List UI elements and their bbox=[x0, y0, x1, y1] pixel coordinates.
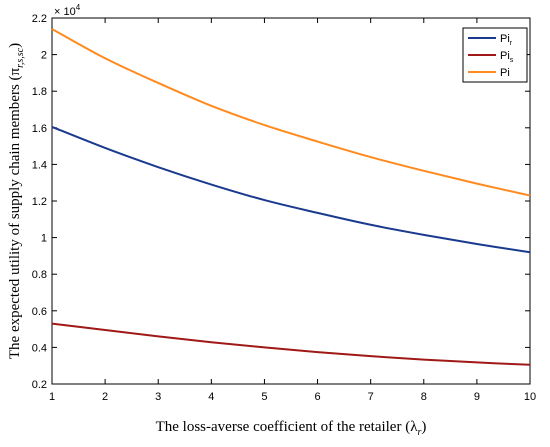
x-axis-label: The loss-averse coefficient of the retai… bbox=[156, 419, 427, 438]
x-tick-label: 5 bbox=[261, 391, 267, 403]
legend-label-pi: Pi bbox=[500, 67, 510, 79]
y-tick-label: 1.4 bbox=[32, 159, 47, 171]
x-tick-label: 9 bbox=[474, 391, 480, 403]
legend-label-pi-s: Pis bbox=[500, 50, 514, 64]
y-tick-label: 0.8 bbox=[32, 269, 47, 281]
x-tick-label: 6 bbox=[314, 391, 320, 403]
y-axis-label: The expected utility of supply chain mem… bbox=[7, 43, 26, 359]
series-line-pi-s bbox=[51, 322, 531, 366]
legend: Pir Pis Pi bbox=[462, 27, 528, 83]
axis-ticks: 1 2 3 4 5 6 7 8 9 10 0.2 0.4 0.6 0.8 1 1.2 1.4 1.6 1.8 2 2.2 bbox=[32, 13, 536, 403]
x-tick-label: 3 bbox=[155, 391, 161, 403]
y-tick-label: 1 bbox=[41, 233, 47, 245]
y-tick-label: 2 bbox=[41, 50, 47, 62]
y-multiplier: × 104 bbox=[54, 3, 81, 18]
x-tick-label: 10 bbox=[524, 391, 536, 403]
x-tick-label: 8 bbox=[421, 391, 427, 403]
series-lines bbox=[51, 28, 531, 366]
plot-area bbox=[51, 17, 531, 385]
legend-label-pi-r: Pir bbox=[500, 33, 513, 47]
x-tick-label: 2 bbox=[102, 391, 108, 403]
y-tick-label: 0.6 bbox=[32, 306, 47, 318]
y-tick-label: 0.4 bbox=[32, 342, 47, 354]
y-tick-label: 2.2 bbox=[32, 13, 47, 25]
x-tick-label: 7 bbox=[368, 391, 374, 403]
series-line-pi-r bbox=[51, 125, 531, 254]
x-tick-label: 1 bbox=[49, 391, 55, 403]
x-tick-label: 4 bbox=[208, 391, 214, 403]
y-tick-label: 1.2 bbox=[32, 196, 47, 208]
y-tick-label: 1.8 bbox=[32, 86, 47, 98]
series-line-pi bbox=[51, 28, 531, 197]
y-tick-label: 0.2 bbox=[32, 379, 47, 391]
y-tick-label: 1.6 bbox=[32, 123, 47, 135]
